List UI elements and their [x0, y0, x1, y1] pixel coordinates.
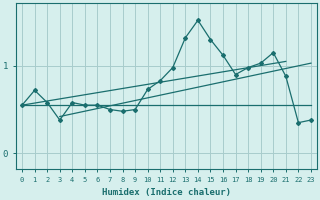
X-axis label: Humidex (Indice chaleur): Humidex (Indice chaleur)	[102, 188, 231, 197]
